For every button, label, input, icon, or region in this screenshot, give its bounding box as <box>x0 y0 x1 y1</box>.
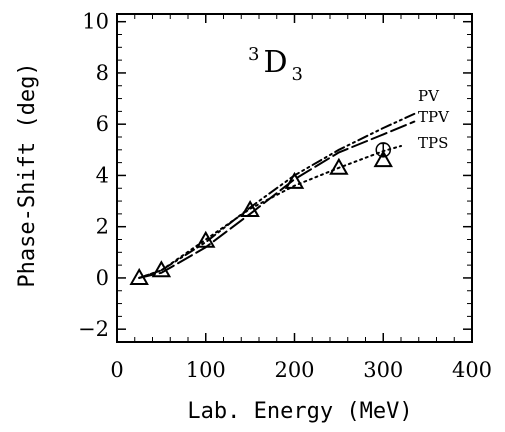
data-markers <box>129 142 393 285</box>
triangle-marker <box>129 267 149 285</box>
series-line-tps <box>138 145 402 279</box>
x-tick-label: 0 <box>110 358 123 382</box>
y-axis-title: Phase-Shift (deg) <box>15 62 40 287</box>
triangle-marker <box>329 157 349 175</box>
series-label-pv: PV <box>418 87 440 105</box>
series-label-tps: TPS <box>418 134 448 152</box>
y-tick-label: 8 <box>96 61 109 85</box>
x-tick-label: 100 <box>186 358 226 382</box>
wave-superscript: 3 <box>248 44 259 65</box>
triangle-marker <box>373 150 393 168</box>
x-tick-label: 200 <box>274 358 314 382</box>
triangle-marker <box>284 171 305 189</box>
triangle-marker <box>240 200 260 218</box>
y-tick-label: 0 <box>96 266 109 290</box>
y-tick-label: 4 <box>96 163 109 187</box>
x-tick-label: 400 <box>452 358 492 382</box>
series-curves <box>138 112 416 279</box>
triangle-marker <box>196 230 216 248</box>
axis-ticks <box>116 14 473 342</box>
wave-annotation: 3 D 3 <box>248 44 303 85</box>
y-tick-label: 2 <box>96 215 109 239</box>
series-label-tpv: TPV <box>418 108 450 126</box>
wave-subscript: 3 <box>292 64 303 85</box>
y-tick-label: 10 <box>82 10 109 34</box>
triangle-marker <box>151 260 172 278</box>
x-tick-label: 300 <box>363 358 403 382</box>
y-tick-label: −2 <box>78 317 109 341</box>
x-axis-title: Lab. Energy (MeV) <box>187 399 412 424</box>
y-tick-label: 6 <box>96 112 109 136</box>
wave-letter: D <box>263 45 287 80</box>
